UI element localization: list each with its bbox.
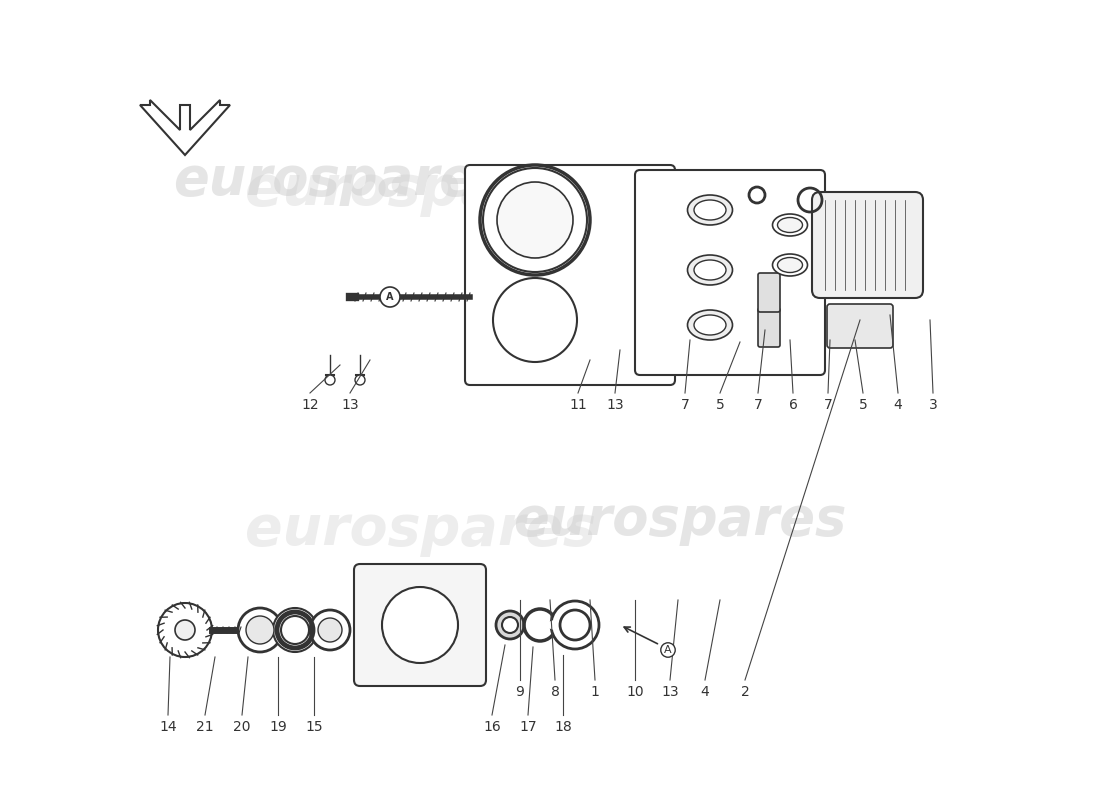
Text: A: A <box>664 645 672 655</box>
Text: 14: 14 <box>160 720 177 734</box>
Text: 15: 15 <box>305 720 322 734</box>
Text: 13: 13 <box>606 398 624 412</box>
Text: 7: 7 <box>824 398 833 412</box>
Circle shape <box>158 603 212 657</box>
Ellipse shape <box>778 218 803 233</box>
Wedge shape <box>540 619 556 630</box>
Text: A: A <box>386 292 394 302</box>
Text: 21: 21 <box>196 720 213 734</box>
Circle shape <box>175 620 195 640</box>
Circle shape <box>246 616 274 644</box>
Ellipse shape <box>772 214 807 236</box>
Text: eurospares: eurospares <box>174 154 507 206</box>
FancyBboxPatch shape <box>812 192 923 298</box>
Text: 12: 12 <box>301 398 319 412</box>
Text: 3: 3 <box>928 398 937 412</box>
Text: eurospares: eurospares <box>244 163 595 217</box>
Circle shape <box>280 616 309 644</box>
Text: 19: 19 <box>270 720 287 734</box>
Circle shape <box>273 608 317 652</box>
Circle shape <box>324 375 336 385</box>
Text: 13: 13 <box>661 685 679 699</box>
Text: 18: 18 <box>554 720 572 734</box>
FancyBboxPatch shape <box>635 170 825 375</box>
Circle shape <box>382 587 458 663</box>
Text: 9: 9 <box>516 685 525 699</box>
Circle shape <box>355 375 365 385</box>
Circle shape <box>551 601 600 649</box>
Text: 5: 5 <box>859 398 868 412</box>
Text: 7: 7 <box>681 398 690 412</box>
Circle shape <box>493 278 578 362</box>
Ellipse shape <box>694 315 726 335</box>
Text: eurospares: eurospares <box>514 494 847 546</box>
Text: 10: 10 <box>626 685 644 699</box>
Text: 6: 6 <box>789 398 797 412</box>
Circle shape <box>238 608 282 652</box>
Circle shape <box>318 618 342 642</box>
Ellipse shape <box>694 260 726 280</box>
Circle shape <box>379 287 400 307</box>
Ellipse shape <box>778 258 803 273</box>
Circle shape <box>483 168 587 272</box>
Text: 20: 20 <box>233 720 251 734</box>
Text: 2: 2 <box>740 685 749 699</box>
Text: 5: 5 <box>716 398 725 412</box>
Circle shape <box>502 617 518 633</box>
Circle shape <box>310 610 350 650</box>
FancyBboxPatch shape <box>827 304 893 348</box>
FancyBboxPatch shape <box>758 273 780 312</box>
Circle shape <box>497 182 573 258</box>
Circle shape <box>496 611 524 639</box>
FancyBboxPatch shape <box>354 564 486 686</box>
Text: 11: 11 <box>569 398 587 412</box>
Ellipse shape <box>688 195 733 225</box>
Text: eurospares: eurospares <box>244 503 595 557</box>
Text: 8: 8 <box>551 685 560 699</box>
Text: 16: 16 <box>483 720 500 734</box>
Text: 4: 4 <box>701 685 710 699</box>
Text: 13: 13 <box>341 398 359 412</box>
FancyBboxPatch shape <box>758 308 780 347</box>
Text: 17: 17 <box>519 720 537 734</box>
Ellipse shape <box>688 310 733 340</box>
Polygon shape <box>140 100 230 155</box>
Ellipse shape <box>772 254 807 276</box>
Circle shape <box>560 610 590 640</box>
Ellipse shape <box>688 255 733 285</box>
Text: 1: 1 <box>591 685 600 699</box>
Text: 4: 4 <box>893 398 902 412</box>
Ellipse shape <box>694 200 726 220</box>
FancyBboxPatch shape <box>465 165 675 385</box>
Text: 7: 7 <box>754 398 762 412</box>
